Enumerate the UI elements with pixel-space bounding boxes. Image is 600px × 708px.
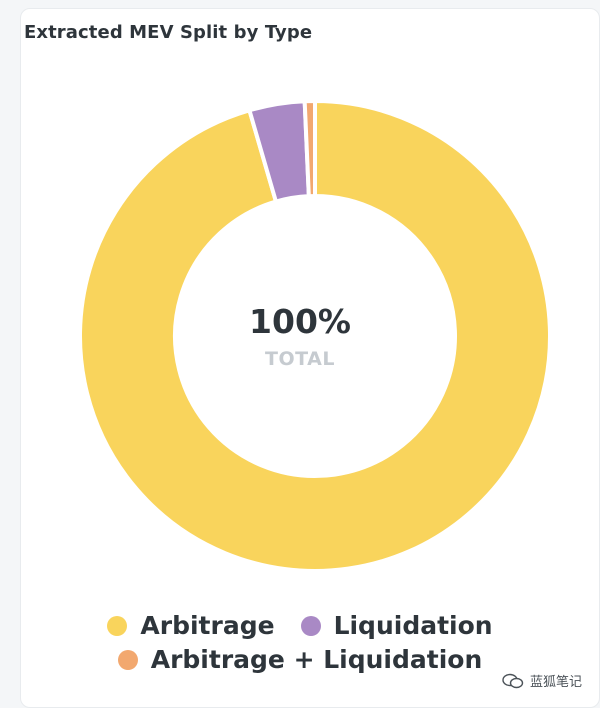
- legend-item-liquidation[interactable]: Liquidation: [300, 611, 493, 640]
- legend-row-1: Arbitrage Liquidation: [0, 611, 600, 640]
- legend-swatch-liquidation: [300, 615, 321, 636]
- legend-item-arbitrage-liquidation[interactable]: Arbitrage + Liquidation: [117, 645, 483, 674]
- legend-item-arbitrage[interactable]: Arbitrage: [107, 611, 275, 640]
- legend-swatch-arbitrage-liquidation: [117, 649, 138, 670]
- watermark: 蓝狐笔记: [502, 671, 582, 690]
- center-total-value: 100%: [249, 302, 351, 341]
- chart-title: Extracted MEV Split by Type: [24, 22, 313, 43]
- legend-row-2: Arbitrage + Liquidation: [0, 645, 600, 674]
- legend-label-arbitrage: Arbitrage: [140, 611, 275, 640]
- watermark-text: 蓝狐笔记: [529, 675, 582, 690]
- legend-label-liquidation: Liquidation: [333, 611, 493, 640]
- legend-label-arbitrage-liquidation: Arbitrage + Liquidation: [150, 645, 483, 674]
- center-total-label: TOTAL: [265, 348, 335, 370]
- wechat-icon: [502, 673, 524, 688]
- legend-swatch-arbitrage: [107, 615, 128, 636]
- slice-arbitrage[interactable]: [78, 99, 552, 573]
- slice-arbitrage-liquidation[interactable]: [302, 98, 317, 199]
